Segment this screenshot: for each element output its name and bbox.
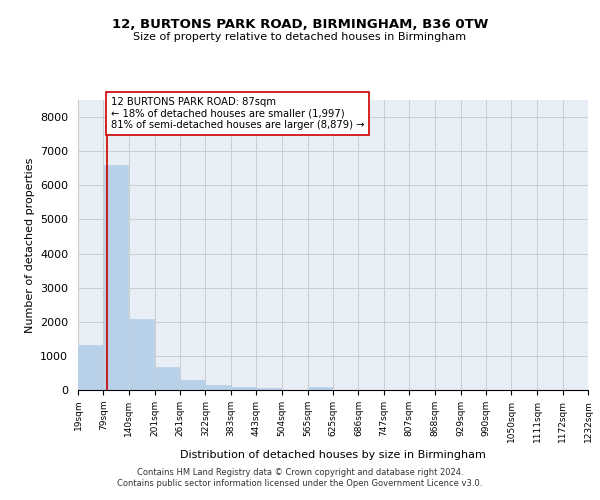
Bar	[104, 165, 128, 390]
Bar	[155, 367, 179, 390]
Bar	[232, 388, 256, 390]
Text: Contains HM Land Registry data © Crown copyright and database right 2024.
Contai: Contains HM Land Registry data © Crown c…	[118, 468, 482, 487]
Text: Size of property relative to detached houses in Birmingham: Size of property relative to detached ho…	[133, 32, 467, 42]
X-axis label: Distribution of detached houses by size in Birmingham: Distribution of detached houses by size …	[180, 450, 486, 460]
Bar	[308, 386, 332, 390]
Y-axis label: Number of detached properties: Number of detached properties	[25, 158, 35, 332]
Bar	[180, 380, 205, 390]
Bar	[257, 388, 281, 390]
Bar	[79, 345, 103, 390]
Text: 12, BURTONS PARK ROAD, BIRMINGHAM, B36 0TW: 12, BURTONS PARK ROAD, BIRMINGHAM, B36 0…	[112, 18, 488, 30]
Bar	[129, 320, 154, 390]
Bar	[206, 385, 230, 390]
Text: 12 BURTONS PARK ROAD: 87sqm
← 18% of detached houses are smaller (1,997)
81% of : 12 BURTONS PARK ROAD: 87sqm ← 18% of det…	[111, 97, 364, 130]
